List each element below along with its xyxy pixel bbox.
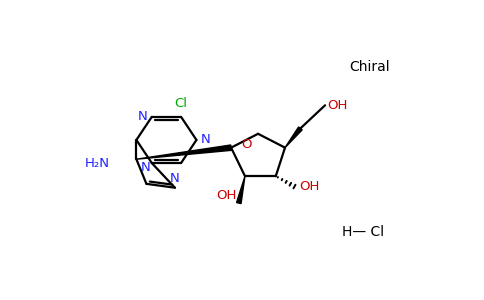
Text: N: N [170,172,180,185]
Text: N: N [138,110,148,123]
Polygon shape [136,145,231,159]
Polygon shape [285,127,302,148]
Polygon shape [237,176,245,204]
Text: OH: OH [299,180,319,193]
Text: O: O [242,138,252,151]
Text: OH: OH [327,99,348,112]
Text: N: N [141,161,151,174]
Text: N: N [200,134,210,146]
Text: H₂N: H₂N [84,157,109,169]
Text: Chiral: Chiral [349,60,390,74]
Text: H— Cl: H— Cl [343,225,385,239]
Text: Cl: Cl [175,97,188,110]
Text: OH: OH [216,189,237,202]
